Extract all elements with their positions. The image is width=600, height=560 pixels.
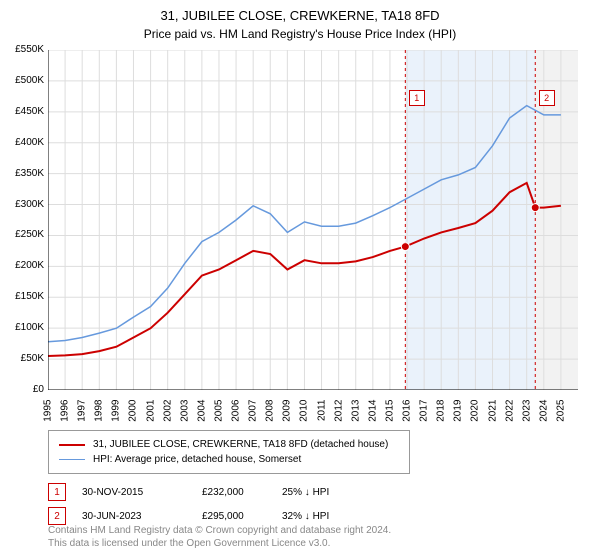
annotation-table: 1 30-NOV-2015£232,00025% ↓ HPI 2 30-JUN-202… (48, 480, 372, 528)
legend: 31, JUBILEE CLOSE, CREWKERNE, TA18 8FD (… (48, 430, 410, 474)
x-tick-label: 2010 (299, 400, 310, 430)
y-tick-label: £400K (4, 137, 44, 148)
chart-container: 31, JUBILEE CLOSE, CREWKERNE, TA18 8FD P… (0, 0, 600, 560)
y-tick-label: £0 (4, 384, 44, 395)
y-tick-label: £550K (4, 44, 44, 55)
x-tick-label: 1999 (111, 400, 122, 430)
x-tick-label: 2012 (333, 400, 344, 430)
annotation-date: 30-JUN-2023 (82, 511, 202, 522)
x-tick-label: 2024 (538, 400, 549, 430)
y-tick-label: £500K (4, 75, 44, 86)
chart-svg (48, 50, 578, 390)
x-tick-label: 2013 (350, 400, 361, 430)
x-tick-label: 2025 (555, 400, 566, 430)
x-tick-label: 2019 (453, 400, 464, 430)
y-tick-label: £250K (4, 229, 44, 240)
annotation-date: 30-NOV-2015 (82, 487, 202, 498)
chart-subtitle: Price paid vs. HM Land Registry's House … (0, 23, 600, 41)
legend-label: 31, JUBILEE CLOSE, CREWKERNE, TA18 8FD (… (93, 439, 388, 450)
x-tick-label: 2022 (504, 400, 515, 430)
footer-text: Contains HM Land Registry data © Crown c… (48, 524, 391, 550)
annotation-marker: 1 (48, 483, 66, 501)
x-tick-label: 2021 (487, 400, 498, 430)
x-tick-label: 2009 (282, 400, 293, 430)
legend-swatch (59, 459, 85, 461)
x-tick-label: 2011 (316, 400, 327, 430)
y-tick-label: £350K (4, 168, 44, 179)
y-tick-label: £50K (4, 353, 44, 364)
x-tick-label: 2015 (384, 400, 395, 430)
legend-item: HPI: Average price, detached house, Some… (59, 452, 399, 467)
x-tick-label: 2023 (521, 400, 532, 430)
y-tick-label: £200K (4, 260, 44, 271)
x-tick-label: 2005 (213, 400, 224, 430)
annotation-marker: 2 (48, 507, 66, 525)
x-tick-label: 2016 (402, 400, 413, 430)
x-tick-label: 1997 (77, 400, 88, 430)
x-tick-label: 2017 (419, 400, 430, 430)
x-tick-label: 2004 (196, 400, 207, 430)
legend-item: 31, JUBILEE CLOSE, CREWKERNE, TA18 8FD (… (59, 437, 399, 452)
x-tick-label: 2000 (128, 400, 139, 430)
chart-plot-area: £0£50K£100K£150K£200K£250K£300K£350K£400… (48, 50, 578, 390)
footer-line-1: Contains HM Land Registry data © Crown c… (48, 524, 391, 537)
legend-swatch (59, 444, 85, 446)
chart-marker-label: 2 (539, 90, 555, 106)
y-tick-label: £450K (4, 106, 44, 117)
x-tick-label: 2003 (179, 400, 190, 430)
y-tick-label: £100K (4, 322, 44, 333)
annotation-price: £232,000 (202, 487, 282, 498)
y-tick-label: £300K (4, 199, 44, 210)
x-tick-label: 2008 (265, 400, 276, 430)
legend-label: HPI: Average price, detached house, Some… (93, 454, 301, 465)
x-tick-label: 2014 (367, 400, 378, 430)
chart-title: 31, JUBILEE CLOSE, CREWKERNE, TA18 8FD (0, 0, 600, 23)
x-tick-label: 1998 (94, 400, 105, 430)
x-tick-label: 2006 (231, 400, 242, 430)
x-tick-label: 2020 (470, 400, 481, 430)
chart-marker-label: 1 (409, 90, 425, 106)
y-tick-label: £150K (4, 291, 44, 302)
x-tick-label: 1996 (60, 400, 71, 430)
annotation-price: £295,000 (202, 511, 282, 522)
annotation-row: 1 30-NOV-2015£232,00025% ↓ HPI (48, 480, 372, 504)
annotation-delta: 25% ↓ HPI (282, 487, 372, 498)
x-tick-label: 2001 (145, 400, 156, 430)
x-tick-label: 2018 (436, 400, 447, 430)
x-tick-label: 1995 (43, 400, 54, 430)
x-tick-label: 2007 (248, 400, 259, 430)
x-tick-label: 2002 (162, 400, 173, 430)
footer-line-2: This data is licensed under the Open Gov… (48, 537, 391, 550)
annotation-delta: 32% ↓ HPI (282, 511, 372, 522)
